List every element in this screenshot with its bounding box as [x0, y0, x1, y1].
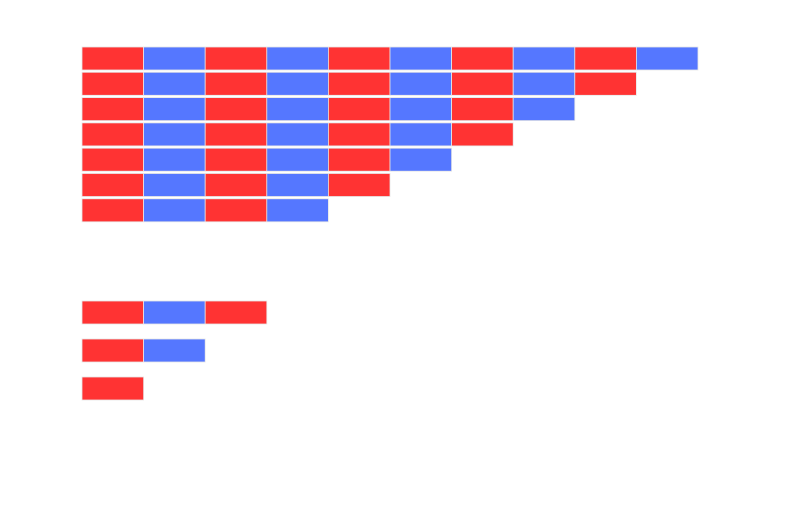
block [389, 147, 452, 172]
block [81, 300, 144, 325]
block [512, 71, 576, 96]
block [327, 97, 391, 121]
block [204, 122, 268, 147]
block [204, 97, 268, 121]
block [389, 46, 452, 71]
block [204, 198, 268, 223]
block [81, 46, 144, 71]
block [81, 71, 144, 96]
block [451, 46, 514, 71]
block [327, 147, 391, 172]
block [143, 122, 206, 147]
block [81, 147, 144, 172]
block [81, 97, 144, 121]
block [266, 71, 329, 96]
block [266, 173, 329, 197]
block [204, 300, 268, 325]
block [512, 46, 576, 71]
block [327, 173, 391, 197]
block [143, 300, 206, 325]
block [204, 173, 268, 197]
block [266, 198, 329, 223]
block [143, 338, 206, 363]
block [204, 71, 268, 96]
block [574, 46, 637, 71]
block [512, 97, 576, 121]
block [81, 122, 144, 147]
block [266, 122, 329, 147]
block [143, 97, 206, 121]
block [81, 338, 144, 363]
block [636, 46, 699, 71]
block [574, 71, 637, 96]
block [143, 46, 206, 71]
block [389, 122, 452, 147]
block [204, 46, 268, 71]
block [143, 71, 206, 96]
block [451, 97, 514, 121]
block [389, 97, 452, 121]
block [204, 147, 268, 172]
block [266, 46, 329, 71]
block [81, 198, 144, 223]
block [143, 173, 206, 197]
block [81, 376, 144, 401]
block [143, 198, 206, 223]
block [451, 71, 514, 96]
block [327, 122, 391, 147]
block [266, 147, 329, 172]
block [327, 46, 391, 71]
block [327, 71, 391, 96]
block [389, 71, 452, 96]
block [266, 97, 329, 121]
block [451, 122, 514, 147]
block [143, 147, 206, 172]
block [81, 173, 144, 197]
